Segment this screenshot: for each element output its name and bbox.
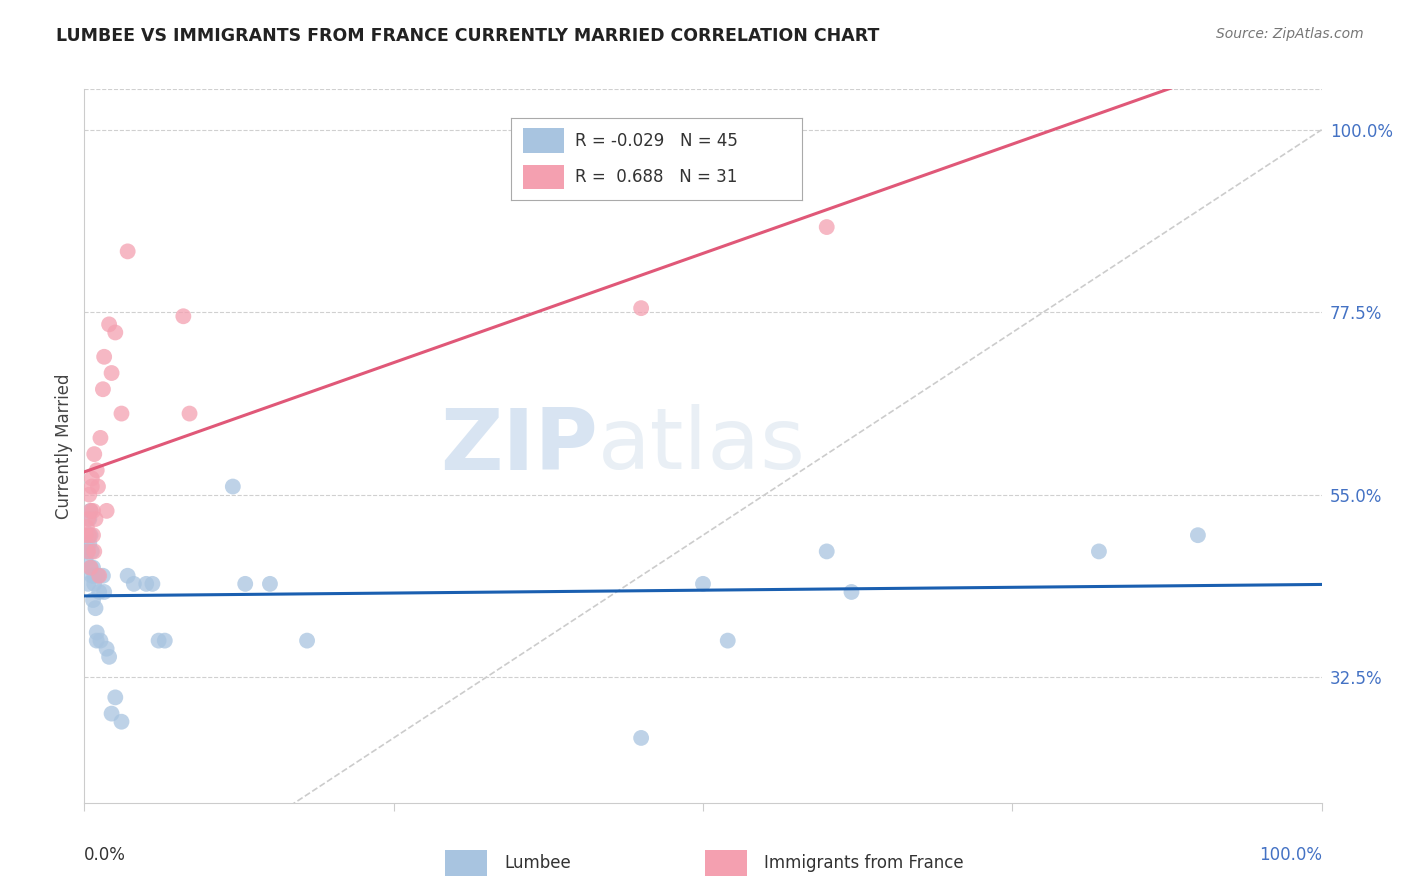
Text: atlas: atlas [598,404,806,488]
Point [79,536,101,550]
Point [93,350,115,364]
Point [79,488,101,502]
Point [222,479,245,493]
Text: Immigrants from France: Immigrants from France [765,854,965,872]
Point [83,577,105,591]
Point [79,560,101,574]
Point [82,528,104,542]
Point [83,447,105,461]
Point [692,577,714,591]
Point [75,552,97,566]
Point [91,382,114,396]
Point [295,633,318,648]
Point [815,544,838,558]
Point [717,633,740,648]
Text: ZIP: ZIP [440,404,598,488]
Point [841,585,863,599]
Point [87,479,110,493]
Point [79,512,101,526]
Point [96,504,118,518]
Point [141,577,163,591]
Point [172,310,194,324]
Point [98,318,121,332]
Point [110,714,132,729]
Point [89,431,111,445]
Point [148,633,170,648]
Point [179,407,201,421]
Point [153,633,176,648]
Text: Lumbee: Lumbee [505,854,571,872]
Text: 0.0%: 0.0% [84,846,127,863]
Point [259,577,281,591]
Point [86,463,108,477]
Point [117,244,139,259]
Point [82,504,104,518]
Point [1088,544,1111,558]
Point [84,601,107,615]
Y-axis label: Currently Married: Currently Married [55,373,73,519]
Point [75,528,97,542]
Point [96,641,118,656]
Point [83,568,105,582]
Point [117,568,139,582]
Point [77,512,100,526]
Text: R = -0.029   N = 45: R = -0.029 N = 45 [575,132,738,150]
Text: 100.0%: 100.0% [1258,846,1322,863]
Point [98,649,121,664]
Point [77,528,100,542]
Point [110,407,132,421]
Bar [523,164,564,189]
Point [80,544,103,558]
Point [89,568,111,582]
Point [76,520,98,534]
Point [100,706,122,721]
Text: LUMBEE VS IMMIGRANTS FROM FRANCE CURRENTLY MARRIED CORRELATION CHART: LUMBEE VS IMMIGRANTS FROM FRANCE CURRENT… [56,27,880,45]
Point [104,326,127,340]
Point [80,479,103,493]
Point [815,220,838,235]
Point [100,366,122,380]
Bar [523,128,564,153]
Bar [706,850,747,876]
Point [80,471,103,485]
Point [135,577,157,591]
Point [86,625,108,640]
Point [82,560,104,574]
Point [93,585,115,599]
Point [89,585,111,599]
Point [76,544,98,558]
Point [79,504,101,518]
Point [233,577,256,591]
Point [1187,528,1209,542]
Text: Source: ZipAtlas.com: Source: ZipAtlas.com [1216,27,1364,41]
Point [91,568,114,582]
Point [79,528,101,542]
Point [104,690,127,705]
Point [630,731,652,745]
Point [122,577,145,591]
Point [79,504,101,518]
Point [77,577,100,591]
Point [80,568,103,582]
Point [86,633,108,648]
Point [84,512,107,526]
Point [79,560,101,574]
Text: R =  0.688   N = 31: R = 0.688 N = 31 [575,168,738,186]
Point [630,301,652,315]
Point [79,528,101,542]
Bar [446,850,486,876]
Point [83,544,105,558]
Point [87,568,110,582]
Point [77,544,100,558]
Point [89,633,111,648]
Point [82,593,104,607]
